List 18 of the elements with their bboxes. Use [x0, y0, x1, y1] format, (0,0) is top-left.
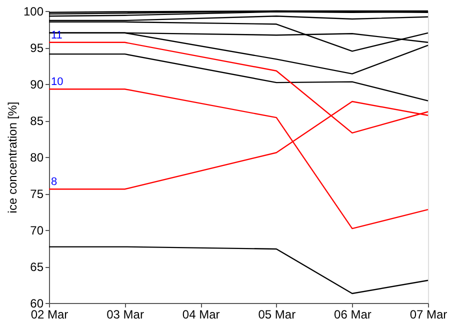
y-tick-label: 65	[30, 260, 44, 274]
x-tick-label: 04 Mar	[182, 308, 220, 322]
y-tick-label: 85	[30, 114, 44, 128]
x-tick-label: 07 Mar	[410, 308, 448, 322]
y-tick-label: 95	[30, 41, 44, 55]
y-tick-label: 75	[30, 187, 44, 201]
x-tick-label: 03 Mar	[106, 308, 144, 322]
y-axis-title: ice concentration [%]	[5, 102, 20, 214]
series-label: 8	[51, 176, 58, 188]
x-tick-label: 05 Mar	[258, 308, 296, 322]
y-tick-label: 80	[30, 150, 44, 164]
x-tick-label: 02 Mar	[30, 308, 68, 322]
y-tick-label: 100	[23, 4, 44, 18]
y-tick-label: 60	[30, 296, 44, 310]
x-tick-label: 06 Mar	[334, 308, 372, 322]
y-tick-label: 70	[30, 224, 44, 238]
series-label: 10	[51, 76, 64, 88]
y-tick-label: 90	[30, 78, 44, 92]
